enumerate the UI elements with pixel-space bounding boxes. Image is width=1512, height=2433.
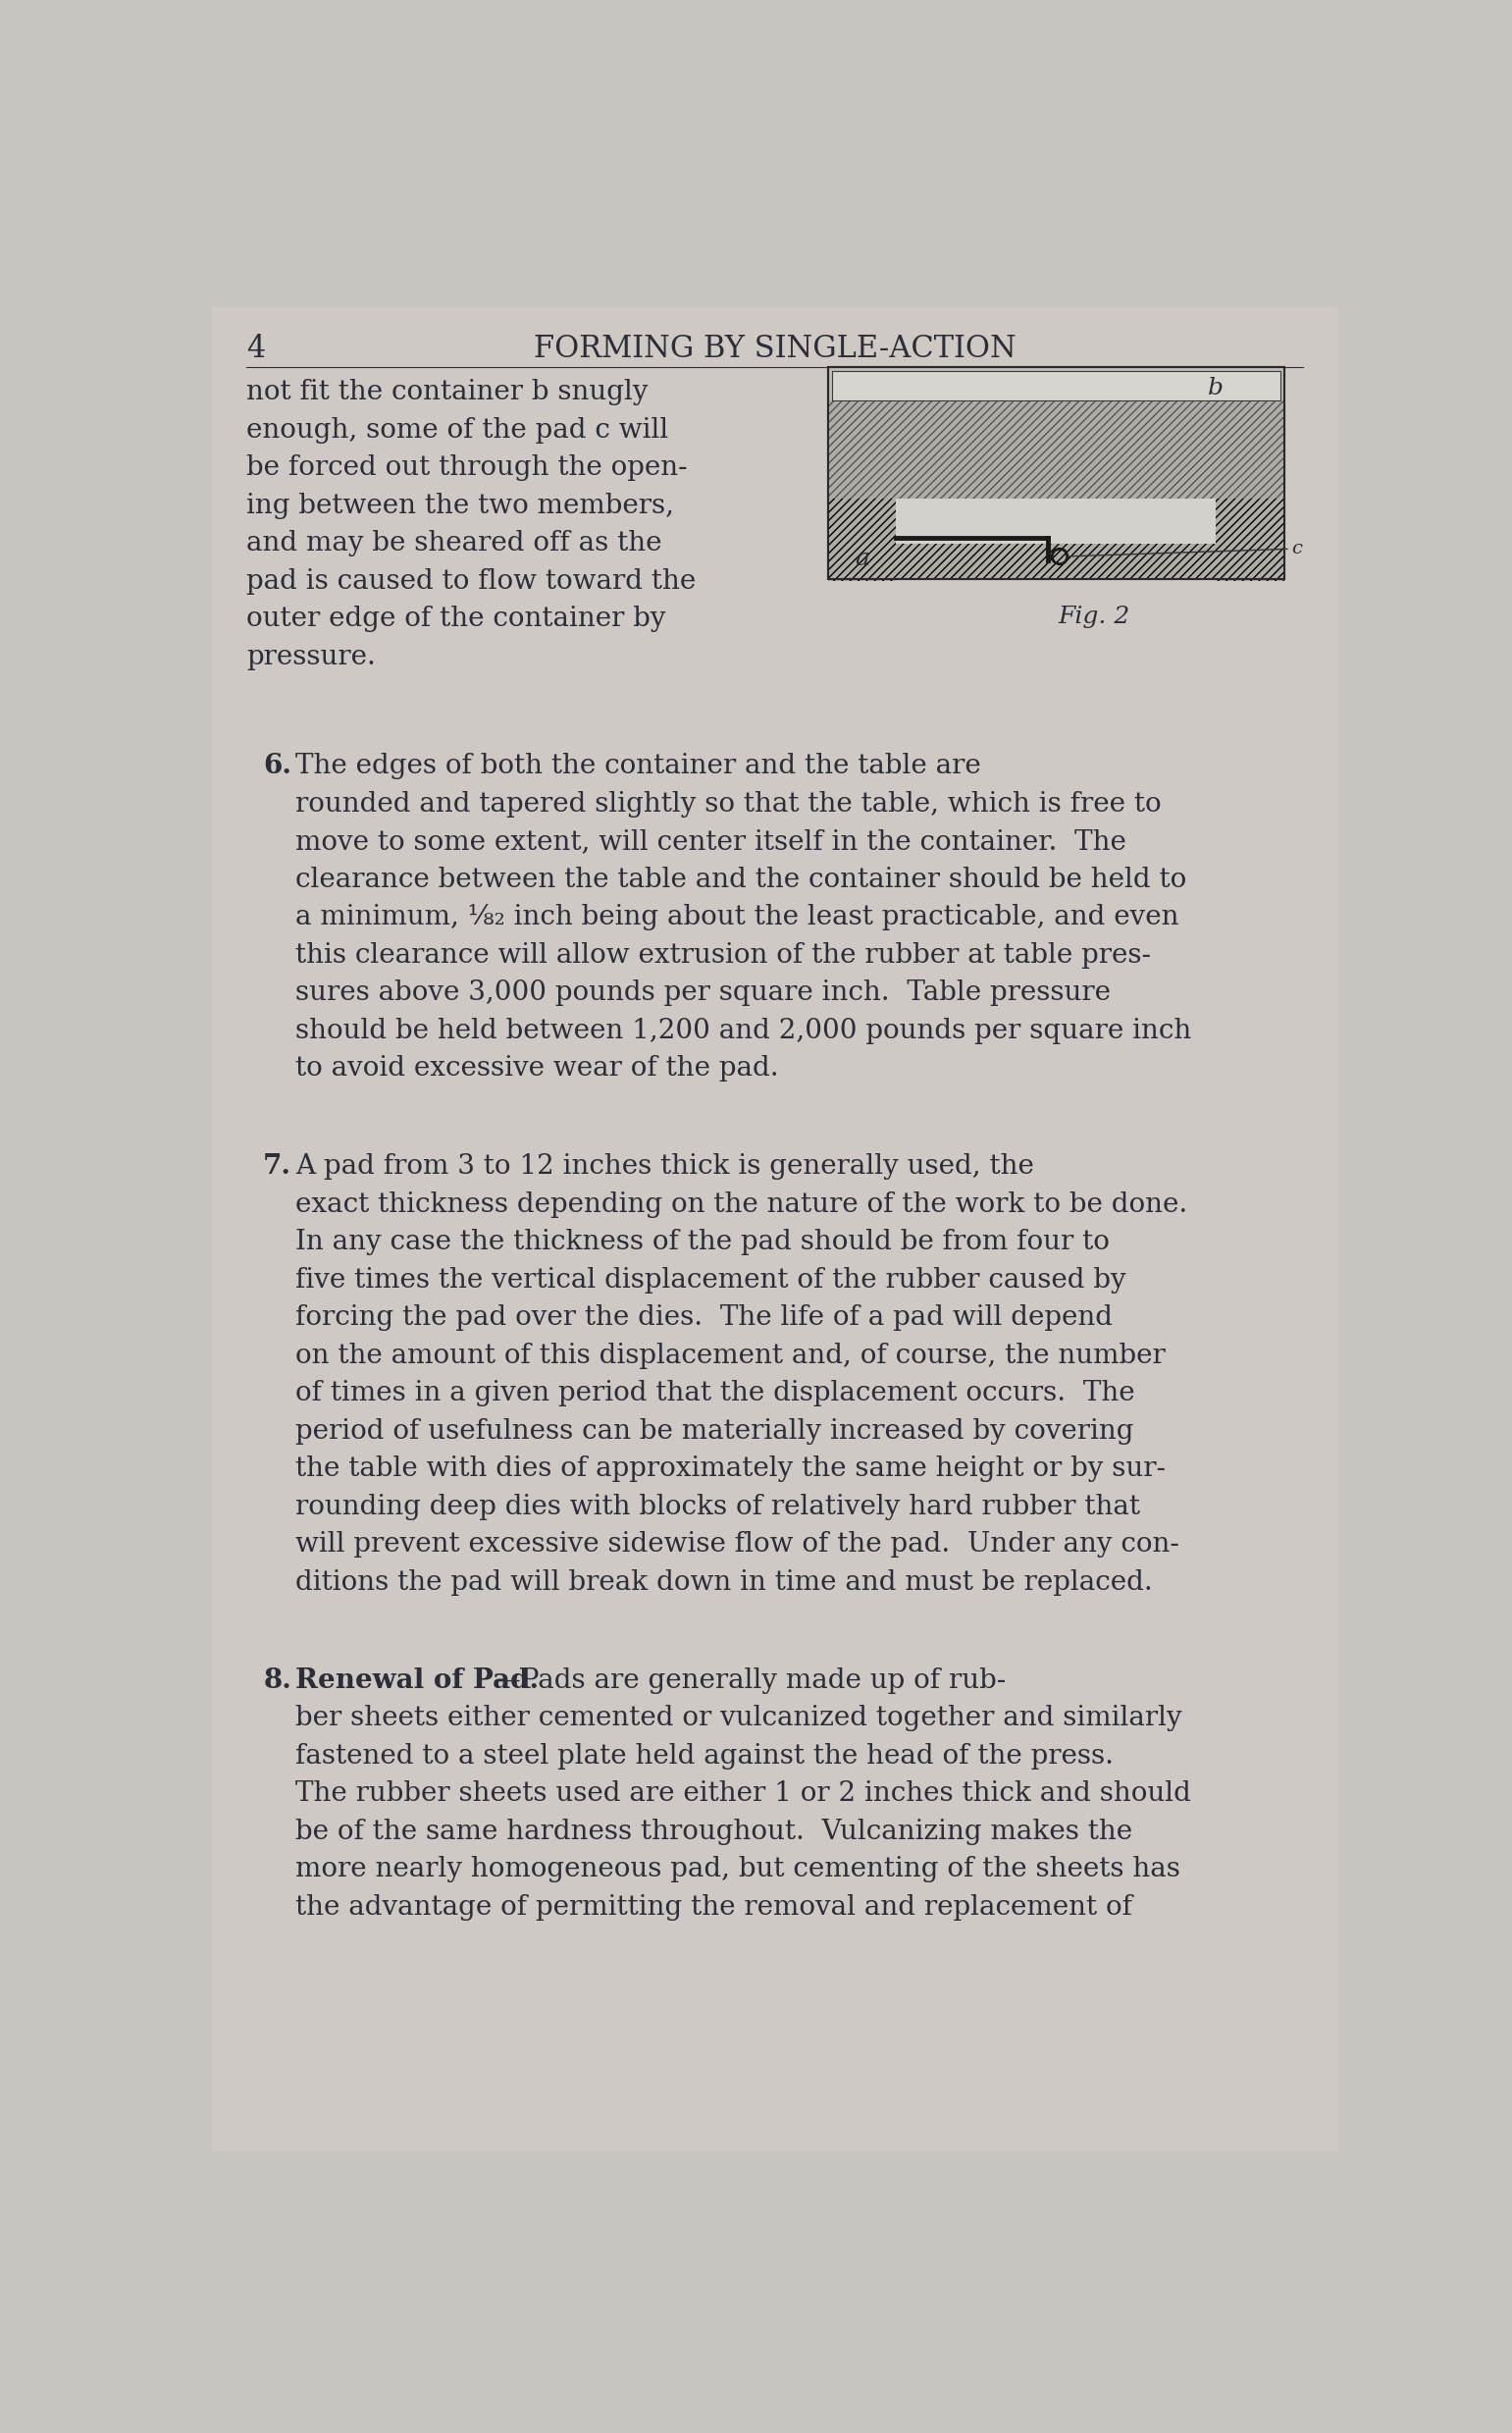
- Bar: [827, 399, 1284, 499]
- Text: Fig. 2: Fig. 2: [1058, 606, 1129, 628]
- Text: on the amount of this displacement and, of course, the number: on the amount of this displacement and, …: [295, 1343, 1166, 1370]
- Text: rounded and tapered slightly so that the table, which is free to: rounded and tapered slightly so that the…: [295, 791, 1161, 817]
- Text: and may be sheared off as the: and may be sheared off as the: [246, 530, 662, 557]
- Text: five times the vertical displacement of the rubber caused by: five times the vertical displacement of …: [295, 1268, 1126, 1294]
- Text: period of usefulness can be materially increased by covering: period of usefulness can be materially i…: [295, 1418, 1134, 1445]
- Text: a: a: [854, 547, 869, 569]
- Bar: [827, 367, 1284, 579]
- Text: of times in a given period that the displacement occurs.  The: of times in a given period that the disp…: [295, 1380, 1136, 1406]
- Text: rounding deep dies with blocks of relatively hard rubber that: rounding deep dies with blocks of relati…: [295, 1494, 1140, 1521]
- Text: be of the same hardness throughout.  Vulcanizing makes the: be of the same hardness throughout. Vulc…: [295, 1817, 1132, 1844]
- Text: not fit the container b snugly: not fit the container b snugly: [246, 380, 647, 406]
- Text: The edges of both the container and the table are: The edges of both the container and the …: [295, 752, 981, 779]
- Text: 6.: 6.: [263, 752, 292, 779]
- Text: 4: 4: [246, 333, 265, 365]
- Text: the table with dies of approximately the same height or by sur-: the table with dies of approximately the…: [295, 1455, 1166, 1482]
- Text: FORMING BY SINGLE-ACTION: FORMING BY SINGLE-ACTION: [534, 333, 1016, 365]
- Text: more nearly homogeneous pad, but cementing of the sheets has: more nearly homogeneous pad, but cementi…: [295, 1856, 1181, 1883]
- Text: enough, some of the pad c will: enough, some of the pad c will: [246, 416, 668, 443]
- Text: 8.: 8.: [263, 1667, 292, 1693]
- Text: ing between the two members,: ing between the two members,: [246, 491, 674, 518]
- Text: sures above 3,000 pounds per square inch.  Table pressure: sures above 3,000 pounds per square inch…: [295, 980, 1111, 1007]
- Bar: [827, 499, 897, 581]
- Text: will prevent excessive sidewise flow of the pad.  Under any con-: will prevent excessive sidewise flow of …: [295, 1530, 1179, 1557]
- Text: exact thickness depending on the nature of the work to be done.: exact thickness depending on the nature …: [295, 1192, 1187, 1219]
- Bar: [827, 543, 1284, 579]
- Text: A pad from 3 to 12 inches thick is generally used, the: A pad from 3 to 12 inches thick is gener…: [295, 1153, 1034, 1180]
- Text: a minimum, ⅛₂ inch being about the least practicable, and even: a minimum, ⅛₂ inch being about the least…: [295, 905, 1179, 929]
- Text: move to some extent, will center itself in the container.  The: move to some extent, will center itself …: [295, 830, 1126, 854]
- Text: to avoid excessive wear of the pad.: to avoid excessive wear of the pad.: [295, 1056, 779, 1083]
- Text: this clearance will allow extrusion of the rubber at table pres-: this clearance will allow extrusion of t…: [295, 942, 1151, 968]
- Text: 7.: 7.: [263, 1153, 292, 1180]
- Text: The rubber sheets used are either 1 or 2 inches thick and should: The rubber sheets used are either 1 or 2…: [295, 1781, 1191, 1808]
- Text: forcing the pad over the dies.  The life of a pad will depend: forcing the pad over the dies. The life …: [295, 1304, 1113, 1331]
- Text: b: b: [1208, 377, 1223, 399]
- Text: pad is caused to flow toward the: pad is caused to flow toward the: [246, 567, 696, 594]
- Text: c: c: [1291, 540, 1302, 557]
- Text: fastened to a steel plate held against the head of the press.: fastened to a steel plate held against t…: [295, 1742, 1114, 1769]
- Text: outer edge of the container by: outer edge of the container by: [246, 606, 665, 633]
- Text: ditions the pad will break down in time and must be replaced.: ditions the pad will break down in time …: [295, 1569, 1152, 1596]
- Bar: [897, 499, 1216, 543]
- Bar: [827, 367, 1284, 579]
- Text: should be held between 1,200 and 2,000 pounds per square inch: should be held between 1,200 and 2,000 p…: [295, 1017, 1191, 1044]
- Text: be forced out through the open-: be forced out through the open-: [246, 455, 686, 482]
- Text: Renewal of Pad.: Renewal of Pad.: [295, 1667, 538, 1693]
- Text: pressure.: pressure.: [246, 642, 375, 669]
- Bar: [1216, 499, 1284, 581]
- Text: the advantage of permitting the removal and replacement of: the advantage of permitting the removal …: [295, 1893, 1132, 1920]
- Text: In any case the thickness of the pad should be from four to: In any case the thickness of the pad sho…: [295, 1229, 1110, 1255]
- Bar: [832, 372, 1281, 399]
- Text: clearance between the table and the container should be held to: clearance between the table and the cont…: [295, 866, 1187, 893]
- Text: —Pads are generally made up of rub-: —Pads are generally made up of rub-: [493, 1667, 1005, 1693]
- Text: ber sheets either cemented or vulcanized together and similarly: ber sheets either cemented or vulcanized…: [295, 1706, 1182, 1732]
